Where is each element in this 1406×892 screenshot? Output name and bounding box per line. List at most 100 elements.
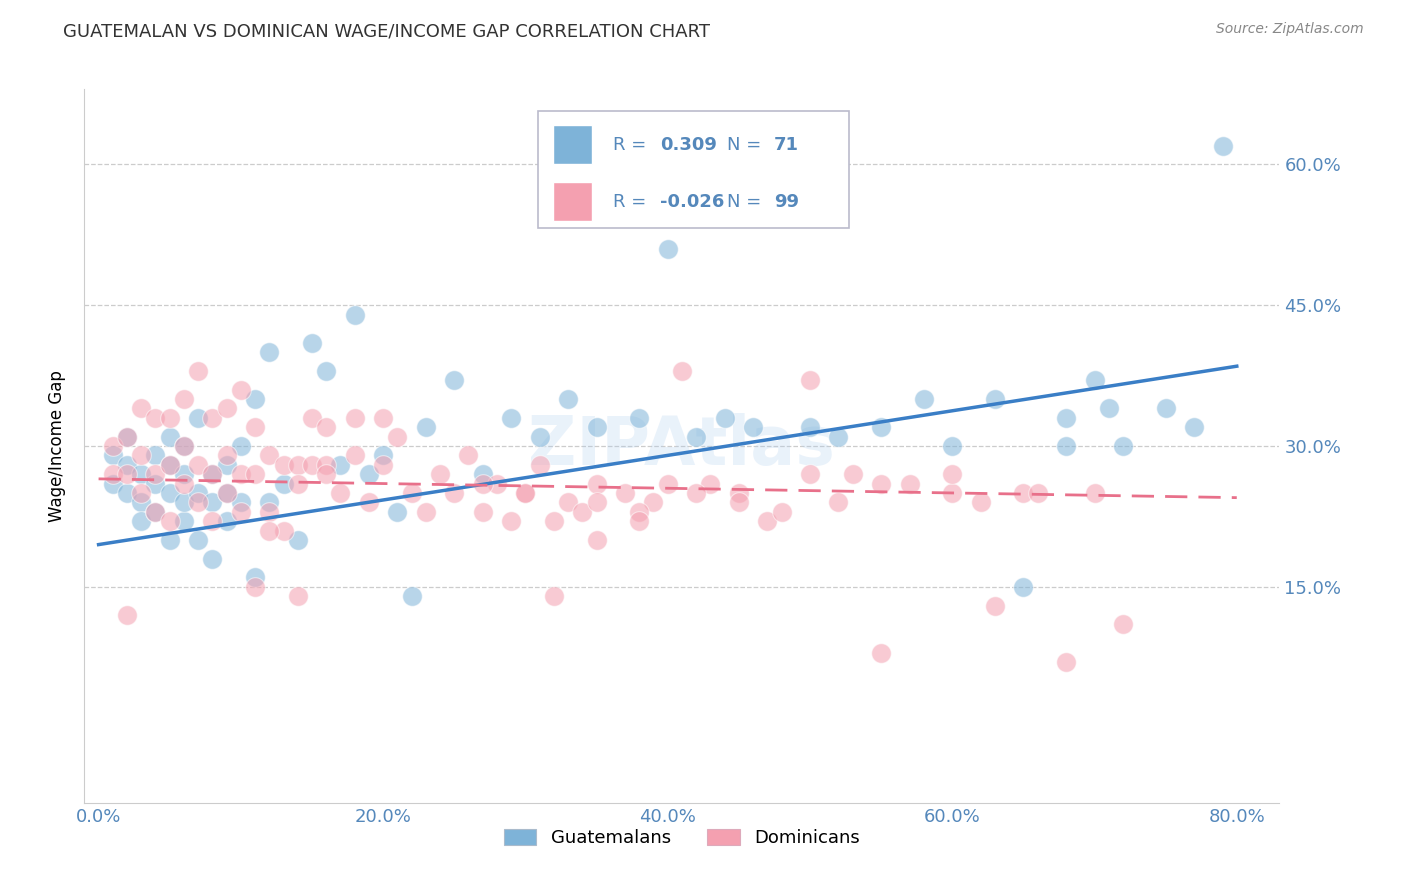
Point [1083,373,1105,387]
Point [145,449,167,463]
Text: R =: R = [613,136,651,153]
Point [529,429,551,443]
Point [585,476,607,491]
Point [243,420,266,434]
Point [173,476,195,491]
Point [841,467,863,482]
Point [215,458,238,472]
Point [471,476,494,491]
Point [643,495,665,509]
Point [215,401,238,416]
Point [201,467,224,482]
Point [870,420,893,434]
Text: 99: 99 [773,193,799,211]
Point [443,373,465,387]
Point [628,514,651,528]
Point [585,533,607,547]
Point [1054,410,1077,425]
Text: R =: R = [613,193,651,211]
Point [115,467,138,482]
Point [273,458,295,472]
Point [173,392,195,406]
Point [159,486,181,500]
Point [273,476,295,491]
Point [984,599,1007,613]
Point [115,429,138,443]
Point [315,467,337,482]
Point [770,505,793,519]
Point [727,486,749,500]
Point [243,570,266,584]
Point [1098,401,1121,416]
FancyBboxPatch shape [538,111,849,228]
Point [101,449,124,463]
Point [145,410,167,425]
Point [301,410,323,425]
Point [173,439,195,453]
Text: -0.026: -0.026 [661,193,724,211]
Point [471,505,494,519]
Point [387,429,409,443]
Point [129,449,152,463]
Point [1012,580,1035,594]
Point [343,410,366,425]
Point [173,467,195,482]
Point [1154,401,1177,416]
Point [1054,439,1077,453]
Point [1182,420,1205,434]
Point [713,410,735,425]
Point [159,458,181,472]
Point [357,467,380,482]
Point [187,364,209,378]
Point [115,458,138,472]
Point [301,335,323,350]
Point [259,505,281,519]
Point [443,486,465,500]
Point [187,458,209,472]
Point [941,486,963,500]
Point [159,429,181,443]
Point [273,524,295,538]
Point [215,486,238,500]
Point [129,486,152,500]
Point [229,439,252,453]
Point [657,476,679,491]
Point [685,429,707,443]
Point [129,495,152,509]
Point [229,495,252,509]
Point [870,646,893,660]
Text: 0.309: 0.309 [661,136,717,153]
Point [1026,486,1049,500]
Point [387,505,409,519]
Point [373,458,395,472]
Point [243,467,266,482]
Point [329,458,352,472]
Text: N =: N = [727,136,768,153]
Point [201,495,224,509]
Point [115,429,138,443]
Point [799,467,821,482]
Point [215,514,238,528]
Point [259,345,281,359]
Point [101,476,124,491]
Point [429,467,451,482]
Point [343,449,366,463]
Point [243,392,266,406]
Point [984,392,1007,406]
Point [301,458,323,472]
Point [101,467,124,482]
Point [543,514,565,528]
Point [799,420,821,434]
Point [201,410,224,425]
Point [229,383,252,397]
Legend: Guatemalans, Dominicans: Guatemalans, Dominicans [496,822,868,855]
Text: ZIPAtlas: ZIPAtlas [529,413,835,479]
Text: Source: ZipAtlas.com: Source: ZipAtlas.com [1216,22,1364,37]
Point [685,486,707,500]
Point [557,495,579,509]
Point [501,410,523,425]
Point [201,467,224,482]
Point [187,486,209,500]
Point [501,514,523,528]
Point [201,514,224,528]
